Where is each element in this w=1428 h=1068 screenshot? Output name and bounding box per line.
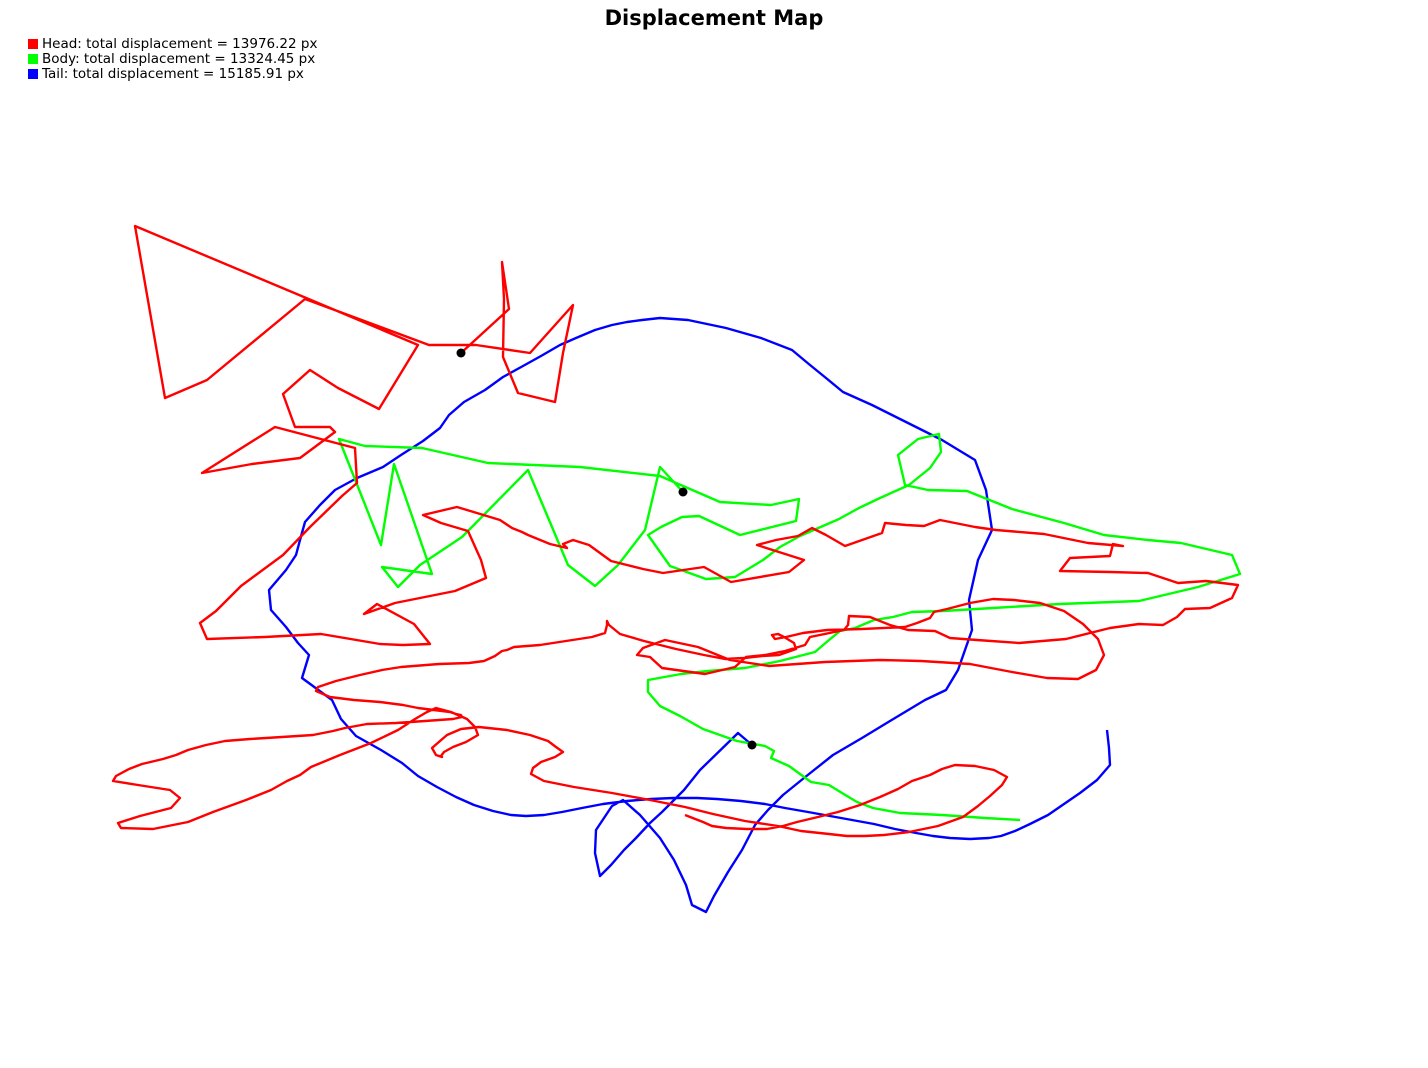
series-line-body bbox=[337, 432, 1242, 822]
legend-label-body: Body: total displacement = 13324.45 px bbox=[42, 50, 316, 67]
chart-title: Displacement Map bbox=[604, 6, 824, 30]
legend-swatch-tail bbox=[28, 68, 38, 79]
legend-item-tail: Tail: total displacement = 15185.91 px bbox=[28, 65, 317, 82]
start-point-head bbox=[456, 348, 466, 358]
legend-swatch-body bbox=[28, 53, 38, 64]
start-point-body bbox=[678, 487, 688, 497]
legend-swatch-head bbox=[28, 38, 38, 49]
legend-item-body: Body: total displacement = 13324.45 px bbox=[28, 50, 317, 67]
start-point-tail bbox=[747, 740, 757, 750]
series-line-head bbox=[111, 224, 1240, 838]
legend-label-head: Head: total displacement = 13976.22 px bbox=[42, 35, 318, 52]
legend: Head: total displacement = 13976.22 px B… bbox=[28, 35, 318, 82]
series-line-tail bbox=[267, 316, 1112, 914]
legend-label-tail: Tail: total displacement = 15185.91 px bbox=[42, 65, 304, 82]
legend-item-head: Head: total displacement = 13976.22 px bbox=[28, 35, 318, 52]
